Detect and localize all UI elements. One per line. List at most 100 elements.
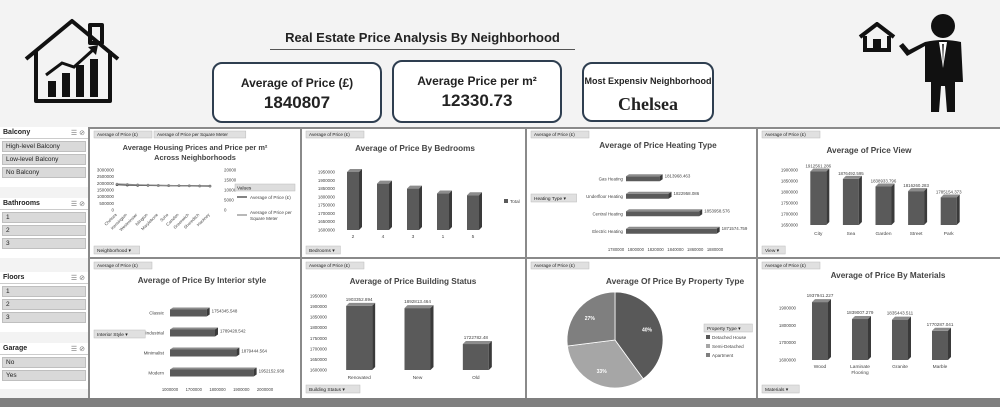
bar-interior-Minimalist — [170, 349, 237, 357]
x-tick-label: 1 — [442, 234, 445, 240]
series-point-price-per-m2 — [177, 184, 181, 187]
slicer-item-2[interactable]: 2 — [2, 299, 86, 310]
bar-materials-0-top — [812, 299, 831, 303]
chart-title: Average of Price View — [826, 146, 912, 155]
bar-materials-3-side — [948, 327, 951, 360]
data-label: 1912561.286 — [805, 164, 831, 169]
slicer-item-high-level-balcony[interactable]: High-level Balcony — [2, 141, 86, 152]
slicer-item-1[interactable]: 1 — [2, 286, 86, 297]
chart-tag[interactable] — [761, 130, 821, 139]
field-button-view[interactable] — [761, 245, 786, 255]
chart-tag[interactable] — [305, 130, 365, 139]
y-tick: 1700000 — [318, 211, 336, 216]
x-tick-label: Granite — [892, 364, 908, 370]
data-label: 1754345.548 — [212, 309, 238, 314]
y-tick: 1850000 — [318, 186, 336, 191]
slicer-item-low-level-balcony[interactable]: Low-level Balcony — [2, 154, 86, 165]
chart-tag-label: Average of Price (£) — [765, 263, 806, 268]
chart-tag[interactable] — [305, 261, 365, 270]
kpi-most-expensive-neighborhood: Most Expensiv Neighborhood Chelsea — [582, 62, 714, 122]
bar-interior-Modern-side — [253, 367, 257, 377]
data-label: 1838933.796 — [871, 179, 897, 184]
bar-status-Renovated-side — [372, 302, 376, 370]
chart-panel-materials — [758, 259, 1000, 398]
slicer-item-2[interactable]: 2 — [2, 225, 86, 236]
field-button-property-type[interactable] — [703, 323, 753, 333]
bar-interior-Classic-side — [206, 307, 210, 317]
field-button-materials[interactable] — [761, 384, 800, 394]
chart-tag-0[interactable] — [93, 130, 153, 139]
businessman-icon — [899, 14, 963, 112]
x-tick: 1800000 — [209, 387, 226, 392]
y-tick: 1650000 — [318, 219, 336, 224]
y-tick: 1950000 — [318, 170, 336, 175]
filter-icon[interactable]: ☰ ⊘ — [70, 130, 85, 137]
bar-heating-0 — [626, 176, 660, 182]
pie-slice-apartment — [566, 291, 616, 347]
chart-tag-label: Average of Price (£) — [309, 132, 350, 137]
bar-interior-Minimalist-top — [170, 347, 240, 350]
filter-icon[interactable]: ☰ ⊘ — [70, 201, 85, 208]
slicer-item-3[interactable]: 3 — [2, 312, 86, 323]
slicer-item-no[interactable]: No — [2, 357, 86, 368]
chart-tag[interactable] — [530, 261, 590, 270]
slicer-item-1[interactable]: 1 — [2, 212, 86, 223]
slicer-title: Bathrooms — [3, 200, 40, 207]
bar-view-Street-side — [924, 188, 928, 225]
x-tick-label: Flooring — [851, 370, 869, 376]
bar-heating-1 — [626, 193, 669, 199]
legend-title-box[interactable] — [234, 183, 296, 192]
y-tick: 1850000 — [781, 179, 799, 184]
slicer-item-no-balcony[interactable]: No Balcony — [2, 167, 86, 178]
chart-title: Average Of Price By Property Type — [606, 276, 745, 286]
field-button-heating-type[interactable] — [530, 193, 577, 203]
x-tick: 1780000 — [608, 247, 625, 252]
chart-tag[interactable] — [93, 261, 153, 270]
field-button-bedrooms[interactable] — [305, 245, 341, 255]
field-button-building-status[interactable] — [305, 384, 361, 394]
data-label: 1937941.227 — [807, 293, 834, 298]
legend-entry: Total — [510, 199, 520, 204]
field-button-interior-style[interactable] — [93, 329, 146, 339]
filter-icon[interactable]: ☰ ⊘ — [70, 346, 85, 353]
slicer-item-yes[interactable]: Yes — [2, 370, 86, 381]
x-tick-label: Old — [472, 375, 480, 381]
y-tick: 1850000 — [310, 315, 328, 320]
series-point-price-per-m2 — [208, 185, 212, 188]
data-label: 1770287.041 — [927, 322, 954, 327]
y-tick-left: 3000000 — [97, 168, 115, 173]
field-button-neighborhood[interactable] — [93, 245, 140, 255]
x-tick-label: 3 — [412, 234, 415, 240]
x-tick: 1860000 — [687, 247, 704, 252]
slicer-item-3[interactable]: 3 — [2, 238, 86, 249]
y-tick-left: 1000000 — [97, 194, 115, 199]
data-label: 1876492.595 — [838, 171, 864, 176]
data-label: 1892813.464 — [404, 299, 431, 304]
bar-status-Old-side — [488, 341, 492, 370]
legend-entry: Detached House — [712, 335, 747, 340]
bar-heating-2 — [626, 211, 700, 217]
series-point-price-per-m2 — [198, 184, 201, 188]
bar-view-City-side — [826, 168, 830, 225]
y-tick-left: 2500000 — [97, 174, 115, 179]
data-label: 1839007.279 — [847, 310, 874, 315]
chart-tag-1[interactable] — [153, 130, 247, 139]
bar-interior-Modern-top — [170, 367, 257, 370]
chart-tag-0-label: Average of Price (£) — [97, 132, 138, 137]
chart-tag[interactable] — [530, 130, 590, 139]
filter-icon[interactable]: ☰ ⊘ — [70, 275, 85, 282]
x-tick-label: Garden — [876, 231, 892, 237]
y-tick-left: 1500000 — [97, 188, 115, 193]
chart-tag[interactable] — [761, 261, 821, 270]
data-label: 1816260.283 — [903, 183, 929, 188]
chart-tag-label: Average of Price (£) — [765, 132, 806, 137]
field-button-heating-type-label: Heating Type ▾ — [534, 196, 567, 202]
x-tick: 1000000 — [162, 387, 179, 392]
y-tick-label: Gas Heating — [599, 176, 624, 181]
x-tick: 1900000 — [233, 387, 250, 392]
bar-interior-Minimalist-side — [236, 347, 240, 357]
y-tick: 1750000 — [318, 203, 336, 208]
bar-status-Old-top — [462, 341, 492, 345]
legend-swatch — [504, 199, 508, 203]
